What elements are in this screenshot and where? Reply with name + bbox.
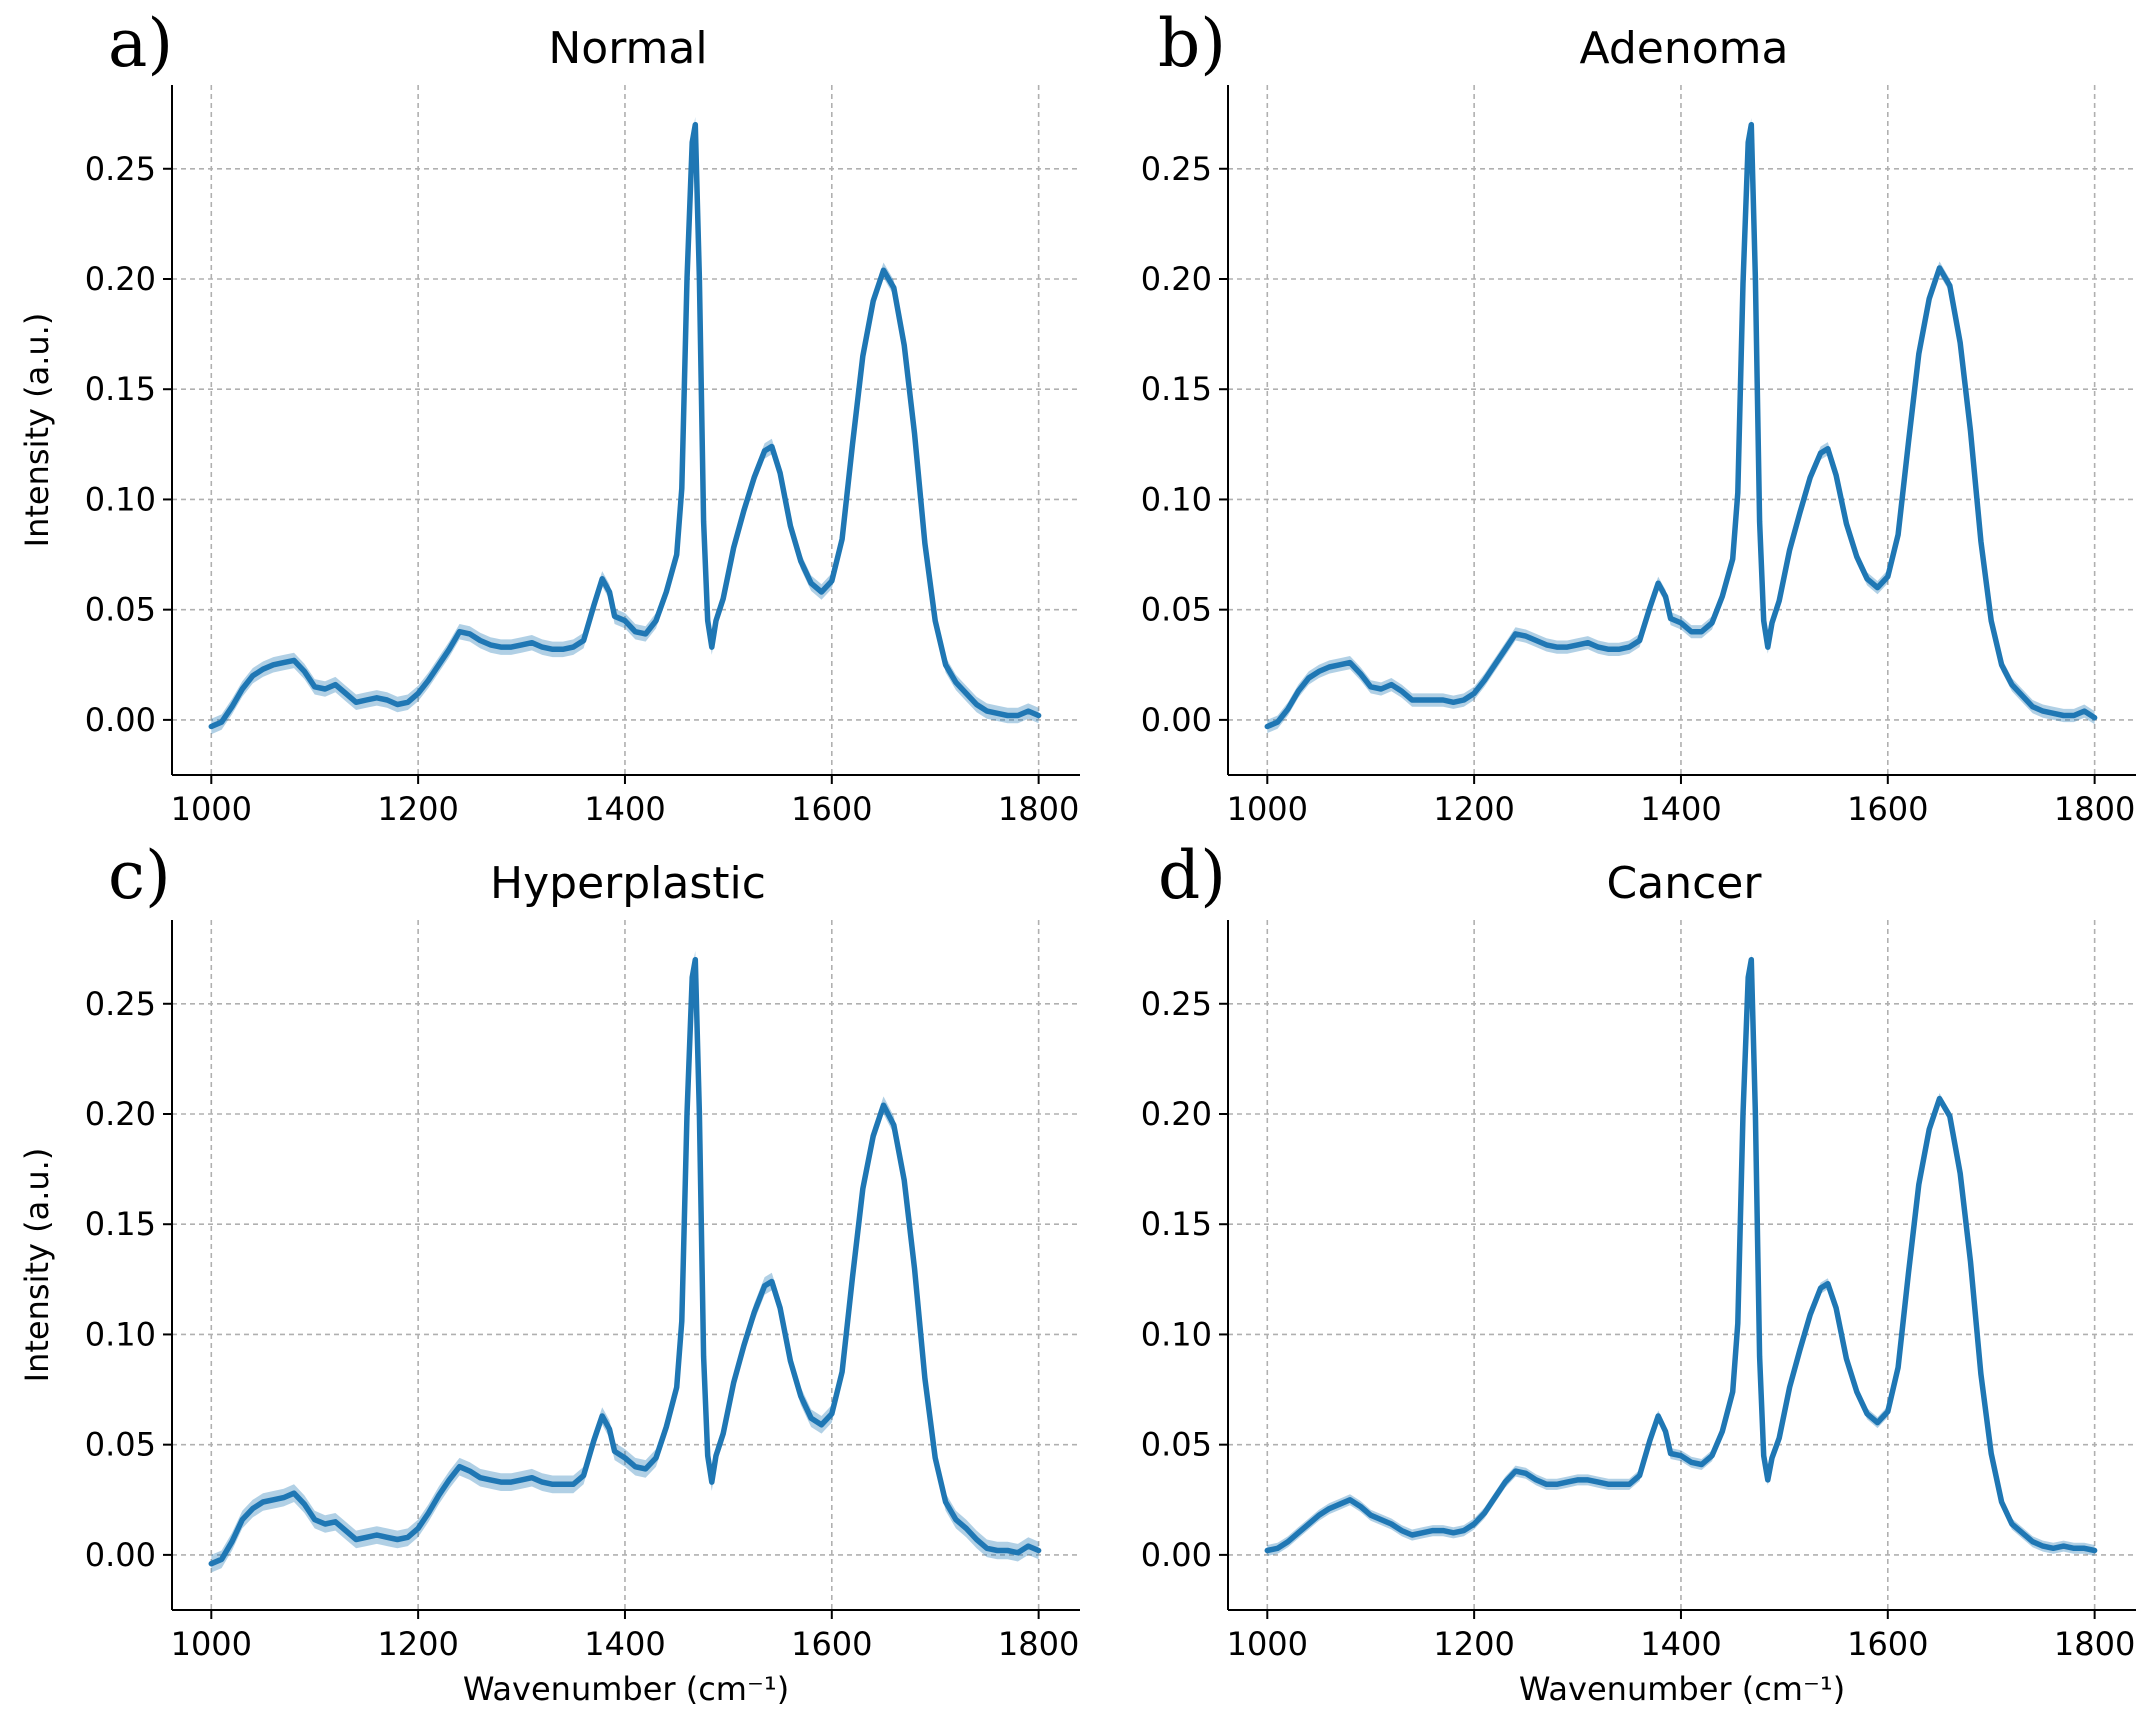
- y-tick-label: 0.10: [85, 480, 156, 518]
- y-axis-label: Intensity (a.u.): [18, 313, 56, 548]
- x-tick-label: 1200: [377, 1625, 458, 1663]
- y-tick-label: 0.05: [85, 591, 156, 629]
- x-tick-label: 1000: [171, 790, 252, 828]
- x-tick-label: 1800: [998, 1625, 1079, 1663]
- x-tick-label: 1600: [791, 1625, 872, 1663]
- x-tick-label: 1200: [1433, 790, 1514, 828]
- chart-title: Adenoma: [1580, 23, 1789, 74]
- y-tick-label: 0.10: [85, 1315, 156, 1353]
- chart-title: Normal: [548, 23, 707, 74]
- y-tick-label: 0.15: [85, 1205, 156, 1243]
- x-tick-label: 1600: [791, 790, 872, 828]
- panel-letter: d): [1158, 837, 1226, 914]
- panel-letter: c): [108, 837, 171, 914]
- x-tick-label: 1200: [377, 790, 458, 828]
- chart-panel-4: 1000 1200 1400 1600 1800 0.00 0.05 0.10 0.15 0.20…: [1141, 837, 2136, 1708]
- x-tick-label: 1000: [1227, 790, 1308, 828]
- panel-letter: b): [1158, 5, 1226, 82]
- y-tick-label: 0.05: [85, 1426, 156, 1464]
- x-axis-label: Wavenumber (cm⁻¹): [463, 1670, 789, 1708]
- y-tick-label: 0.20: [1141, 260, 1212, 298]
- series-line: [208, 956, 1042, 1567]
- x-tick-label: 1000: [171, 1625, 252, 1663]
- series-line: [1264, 121, 2098, 730]
- y-tick-label: 0.00: [1141, 701, 1212, 739]
- x-tick-label: 1600: [1847, 790, 1928, 828]
- y-tick-label: 0.15: [85, 370, 156, 408]
- y-tick-label: 0.25: [1141, 985, 1212, 1023]
- y-tick-label: 0.25: [85, 150, 156, 188]
- y-tick-label: 0.20: [85, 260, 156, 298]
- series-line: [208, 121, 1042, 730]
- y-tick-label: 0.00: [85, 1536, 156, 1574]
- chart-panel-1: 1000 1200 1400 1600 1800 0.00 0.05 0.10 0.15 0.20…: [18, 5, 1080, 828]
- series-uncertainty-band: [1267, 954, 2095, 1556]
- x-tick-label: 1800: [2054, 790, 2135, 828]
- y-tick-label: 0.15: [1141, 370, 1212, 408]
- chart-panel-2: 1000 1200 1400 1600 1800 0.00 0.05 0.10 0.15 0.20…: [1141, 5, 2136, 828]
- chart-title: Cancer: [1607, 858, 1763, 909]
- y-axis-label: Intensity (a.u.): [18, 1148, 56, 1383]
- x-tick-label: 1200: [1433, 1625, 1514, 1663]
- x-tick-label: 1800: [998, 790, 1079, 828]
- x-tick-label: 1400: [1640, 790, 1721, 828]
- y-tick-label: 0.20: [85, 1095, 156, 1133]
- x-tick-label: 1400: [1640, 1625, 1721, 1663]
- y-tick-label: 0.20: [1141, 1095, 1212, 1133]
- y-tick-label: 0.05: [1141, 591, 1212, 629]
- chart-panel-3: 1000 1200 1400 1600 1800 0.00 0.05 0.10 0.15 0.20…: [18, 837, 1080, 1708]
- x-tick-label: 1800: [2054, 1625, 2135, 1663]
- y-tick-label: 0.00: [1141, 1536, 1212, 1574]
- y-tick-label: 0.05: [1141, 1426, 1212, 1464]
- y-tick-label: 0.15: [1141, 1205, 1212, 1243]
- y-tick-label: 0.10: [1141, 1315, 1212, 1353]
- series-line: [1264, 956, 2098, 1554]
- y-tick-label: 0.00: [85, 701, 156, 739]
- chart-title: Hyperplastic: [490, 858, 766, 909]
- panel-letter: a): [108, 5, 173, 82]
- y-tick-label: 0.25: [85, 985, 156, 1023]
- y-tick-label: 0.10: [1141, 480, 1212, 518]
- x-tick-label: 1400: [584, 1625, 665, 1663]
- x-tick-label: 1400: [584, 790, 665, 828]
- x-tick-label: 1600: [1847, 1625, 1928, 1663]
- y-tick-label: 0.25: [1141, 150, 1212, 188]
- x-tick-label: 1000: [1227, 1625, 1308, 1663]
- x-axis-label: Wavenumber (cm⁻¹): [1519, 1670, 1845, 1708]
